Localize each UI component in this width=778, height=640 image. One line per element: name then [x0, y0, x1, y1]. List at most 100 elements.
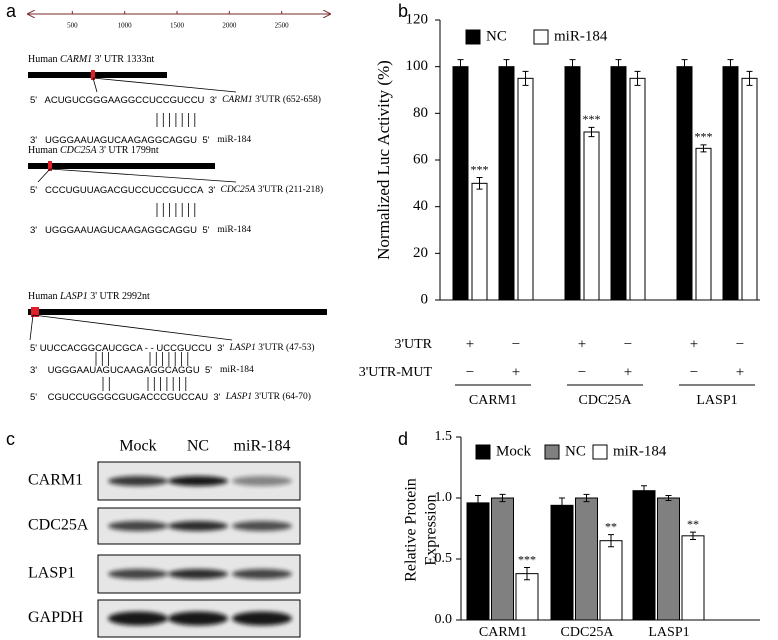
bar [583, 131, 600, 301]
blot-label: GAPDH [28, 609, 84, 626]
sequence-note: miR-184 [217, 135, 251, 145]
error-bar [569, 59, 576, 75]
x-tick-label: LASP1 [648, 625, 689, 640]
gene-title-suffix: 3' UTR 2992nt [88, 291, 150, 302]
bar [632, 490, 656, 621]
y-tick-label: 0.0 [435, 612, 453, 627]
y-tick-label: 1.5 [435, 429, 453, 444]
condition-label: 3'UTR-MUT [359, 365, 433, 380]
bar [676, 66, 693, 301]
sequence-line: 3' UGGGAAUAGUCAAGAGGCAGGU 5' miR-184 [30, 365, 254, 376]
y-axis-title: Relative Protein [403, 478, 420, 582]
gene-title: Human CDC25A 3' UTR 1799nt [28, 145, 159, 156]
bar [498, 66, 515, 301]
site-link [49, 168, 237, 183]
lane-label: Mock [119, 438, 156, 455]
gene-title: Human CARM1 3' UTR 1333nt [28, 54, 154, 65]
site-link [32, 314, 233, 341]
lane-label: NC [187, 438, 209, 455]
condition-mark: + [578, 336, 586, 352]
sequence-line: 5' CGUCCUGGGCGUGACCCGUCCAU 3' LASP1 3'UT… [30, 391, 311, 402]
y-axis-title: Normalized Luc Activity (%) [374, 60, 393, 260]
site-link [92, 77, 98, 93]
error-bar [634, 70, 641, 86]
legend-swatch [475, 444, 491, 460]
site-link [37, 168, 51, 183]
blot-band [232, 521, 292, 531]
panel-letter: a [6, 1, 17, 21]
bar [550, 504, 574, 621]
condition-mark: − [690, 364, 698, 380]
significance: *** [471, 162, 489, 176]
binding-site [35, 307, 39, 317]
panel-letter: d [398, 429, 408, 449]
sequence-note: miR-184 [220, 365, 254, 375]
x-tick-label: CDC25A [561, 625, 615, 640]
error-bar [681, 59, 688, 75]
legend-swatch [533, 29, 549, 45]
condition-mark: − [466, 364, 474, 380]
sequence: 3' UGGGAAUAGUCAAGAGGCAGGU 5' [30, 225, 217, 236]
sequence-note: 3'UTR (211-218) [255, 184, 323, 195]
error-bar [522, 70, 529, 86]
y-tick-label: 100 [406, 58, 429, 74]
group-label: LASP1 [696, 393, 737, 408]
y-tick-label: 80 [413, 105, 428, 121]
error-bar [499, 493, 506, 503]
bar [681, 535, 705, 621]
bar [564, 66, 581, 301]
gene-title-name: CDC25A [60, 145, 98, 156]
blot-band [168, 476, 228, 486]
bar [657, 497, 680, 621]
sequence: 5' UUCCACGGCAUCGCA - - UCCGUCCU 3' [30, 343, 229, 354]
legend-label: NC [486, 28, 507, 44]
bar [466, 502, 490, 621]
error-bar [727, 59, 734, 75]
blot-band [108, 521, 168, 531]
site-link [92, 77, 237, 93]
legend-swatch [544, 444, 560, 460]
significance: *** [518, 552, 536, 566]
bar [517, 77, 534, 301]
legend-label: Mock [496, 443, 531, 459]
binding-site [48, 161, 52, 171]
y-axis-title: Expression [423, 494, 440, 565]
gene-title-suffix: 3' UTR 1333nt [92, 54, 154, 65]
legend-label: miR-184 [554, 28, 608, 44]
condition-mark: + [736, 364, 744, 380]
utr-bar [28, 309, 327, 315]
error-bar [524, 567, 530, 581]
error-bar [475, 495, 481, 511]
blot-label: CDC25A [28, 517, 89, 534]
sequence-line: 3' UGGGAAUAGUCAAGAGGCAGGU 5' miR-184 [30, 135, 251, 146]
sequence: 3' UGGGAAUAGUCAAGAGGCAGGU 5' [30, 135, 217, 146]
sequence-line: 5' ACUGUCGGGAAGGCCUCCGUCCU 3' CARM1 3'UT… [30, 94, 321, 105]
ruler-tick-label: 2500 [275, 22, 290, 30]
gene-title-prefix: Human [28, 54, 60, 65]
error-bar [746, 70, 753, 86]
utr-bar [28, 72, 167, 78]
bar [741, 77, 758, 301]
error-bar [665, 495, 672, 501]
condition-mark: + [466, 336, 474, 352]
y-tick-label: 0 [421, 291, 429, 307]
bar [491, 497, 514, 621]
sequence: 5' ACUGUCGGGAAGGCCUCCGUCCU 3' [30, 95, 222, 106]
blot-band [168, 569, 228, 579]
y-tick-label: 40 [413, 198, 428, 214]
error-bar [690, 531, 696, 540]
bar [575, 497, 598, 621]
group-label: CDC25A [579, 393, 633, 408]
x-tick-label: CARM1 [479, 625, 527, 640]
condition-mark: + [690, 336, 698, 352]
blot-band [168, 611, 228, 626]
error-bar [615, 59, 622, 75]
sequence-note: 3'UTR (64-70) [252, 391, 311, 402]
binding-site [91, 70, 95, 80]
lane-label: miR-184 [234, 438, 291, 455]
gene-title-prefix: Human [28, 145, 60, 156]
error-bar [503, 59, 510, 75]
bar [471, 182, 488, 301]
blot-label: CARM1 [28, 472, 83, 489]
